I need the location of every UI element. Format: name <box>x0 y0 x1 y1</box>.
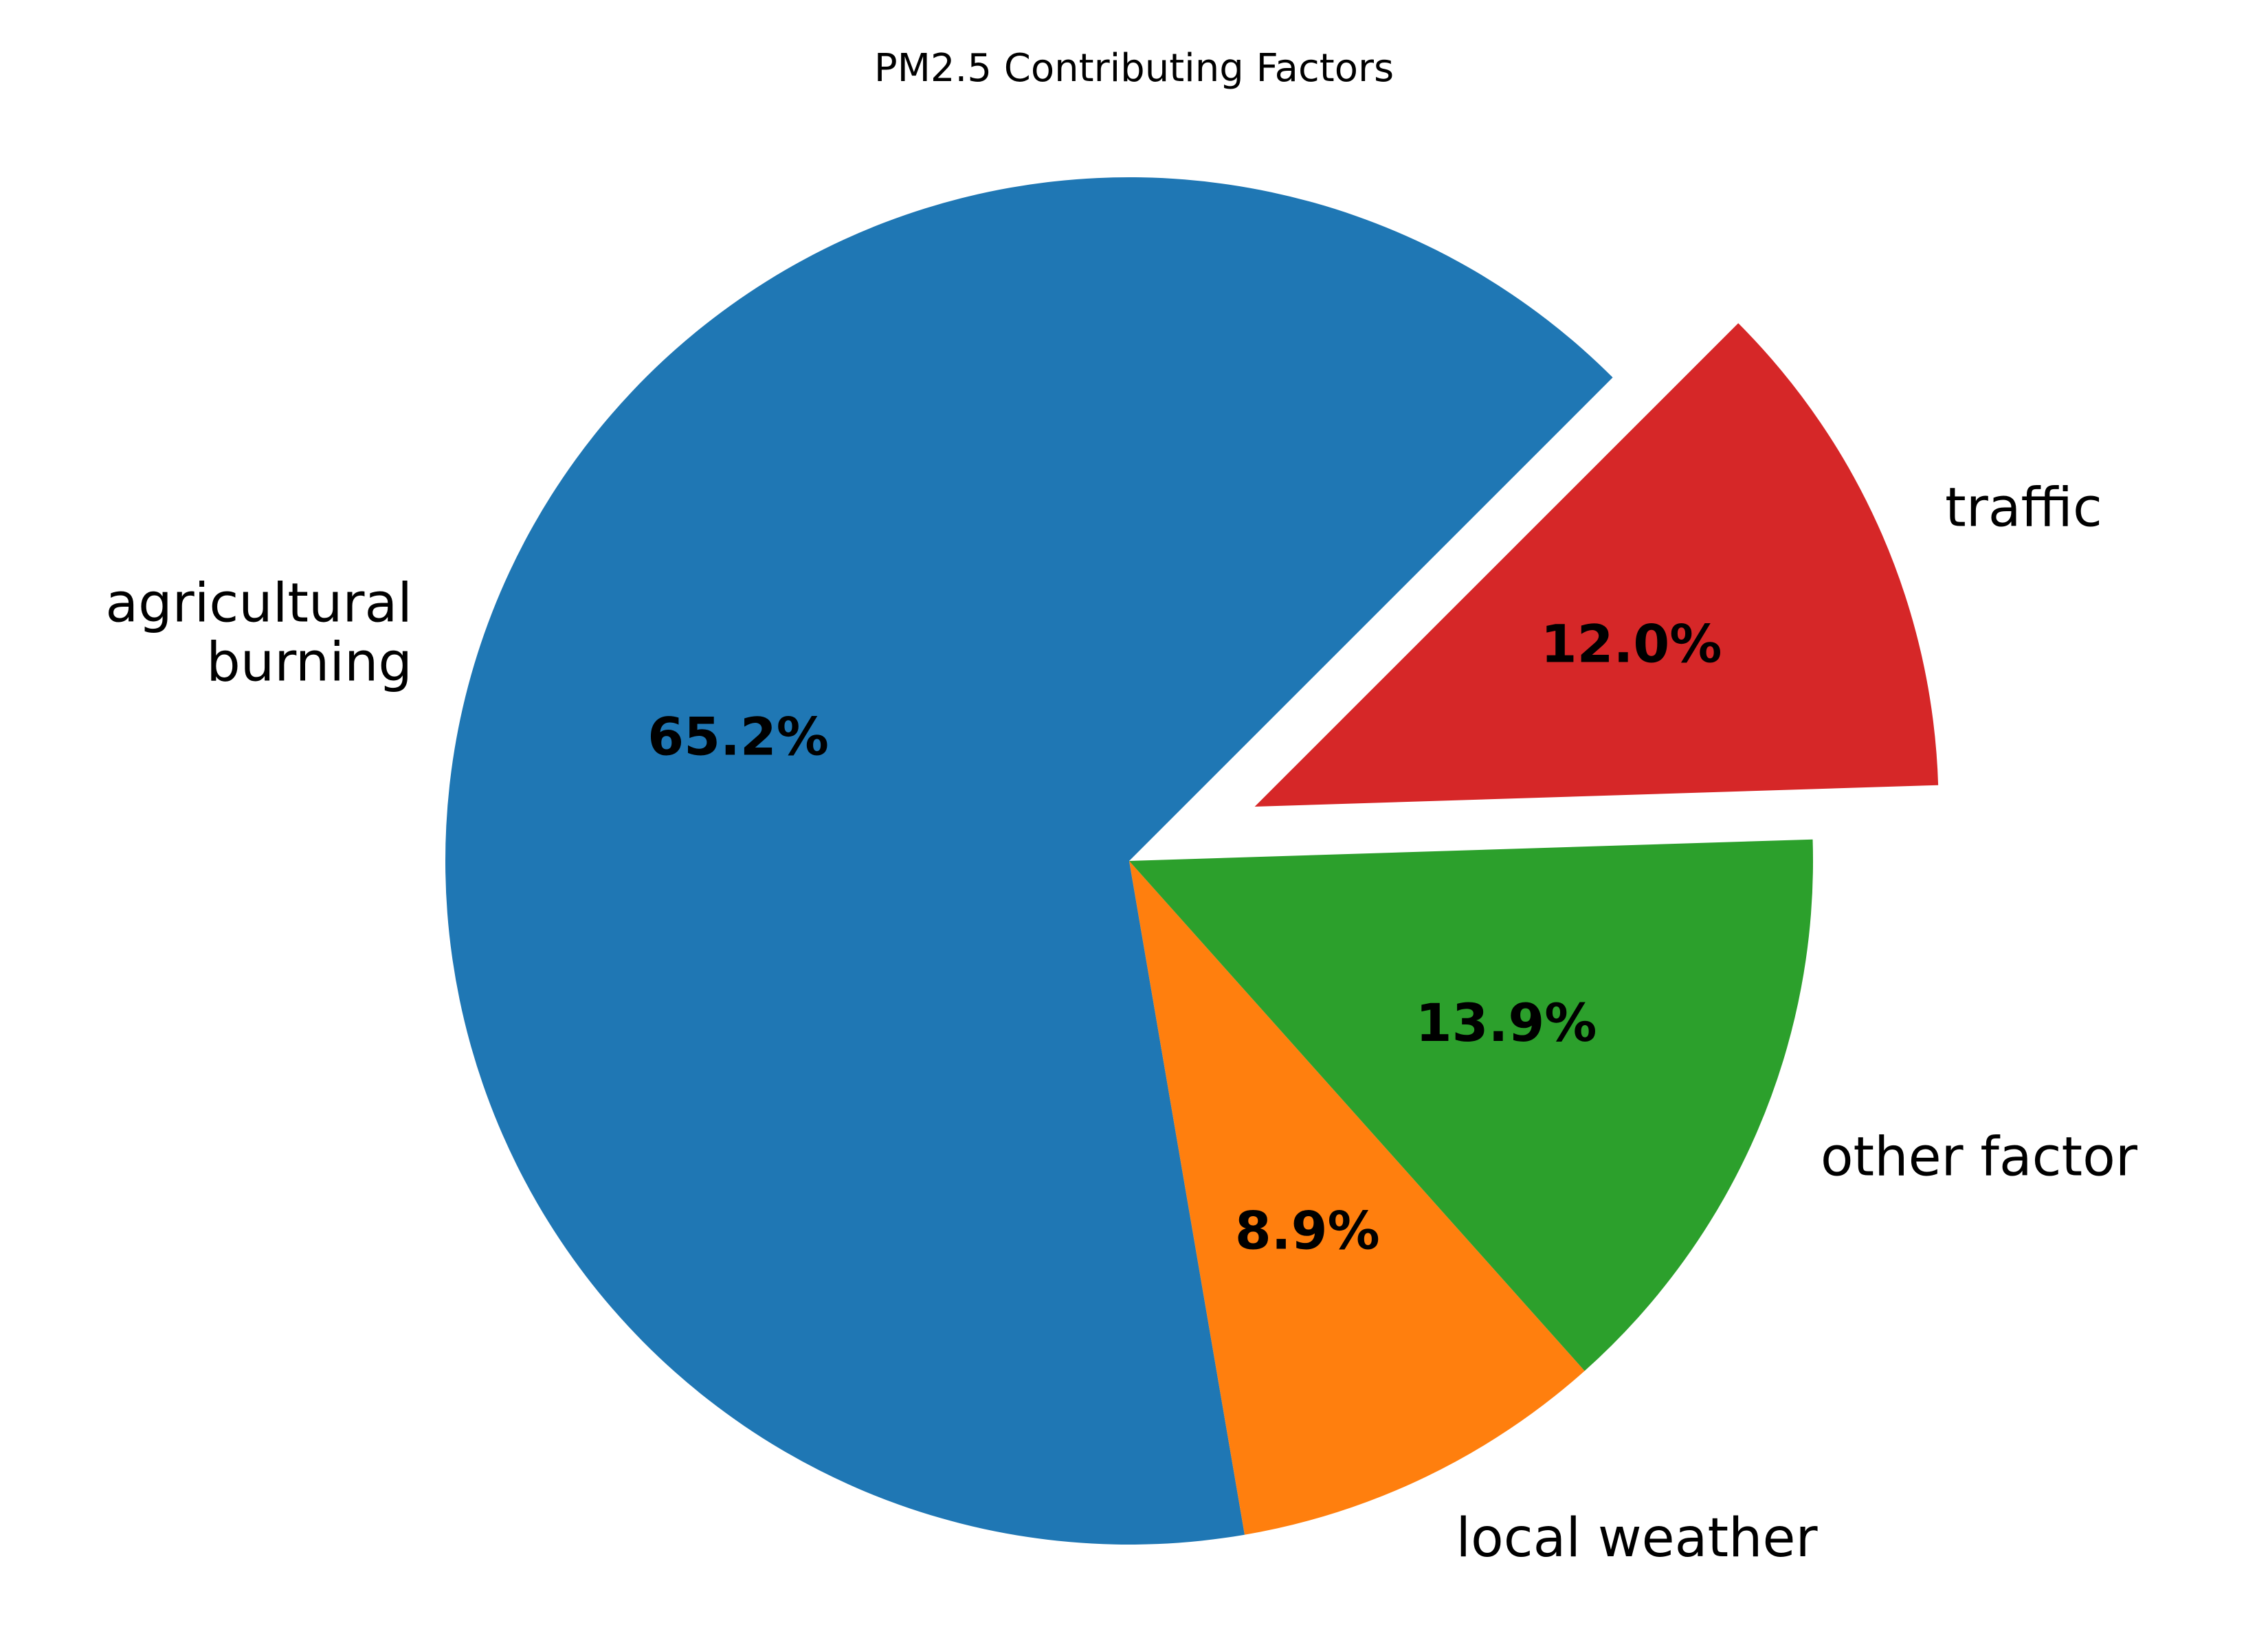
pie-slice-other-factor <box>1129 839 1813 1371</box>
slice-label-local-weather: local weather <box>1456 1507 1818 1569</box>
pct-label-other-factor: 13.9% <box>1416 992 1597 1053</box>
slice-label-other-factor: other factor <box>1821 1127 2138 1189</box>
slice-label-agricultural-burning: agricultural burning <box>105 572 412 693</box>
pct-label-local-weather: 8.9% <box>1235 1200 1380 1261</box>
pie-labels: 65.2% agricultural burning 8.9% local weathe… <box>105 477 2138 1569</box>
pie-slice-traffic <box>1254 323 1939 807</box>
slice-label-line: agricultural <box>105 572 412 634</box>
pct-label-traffic: 12.0% <box>1541 613 1722 674</box>
slice-label-traffic: traffic <box>1945 477 2102 539</box>
pie-slice-agricultural-burning <box>445 177 1613 1545</box>
pie-slices <box>445 177 1939 1545</box>
slice-label-line: other factor <box>1821 1127 2138 1189</box>
pct-label-agricultural-burning: 65.2% <box>647 706 829 767</box>
pie-slice-local-weather <box>1129 861 1585 1535</box>
chart-title: PM2.5 Contributing Factors <box>874 46 1394 91</box>
slice-label-line: local weather <box>1456 1507 1818 1569</box>
slice-label-line: traffic <box>1945 477 2102 539</box>
slice-label-line: burning <box>206 631 412 693</box>
